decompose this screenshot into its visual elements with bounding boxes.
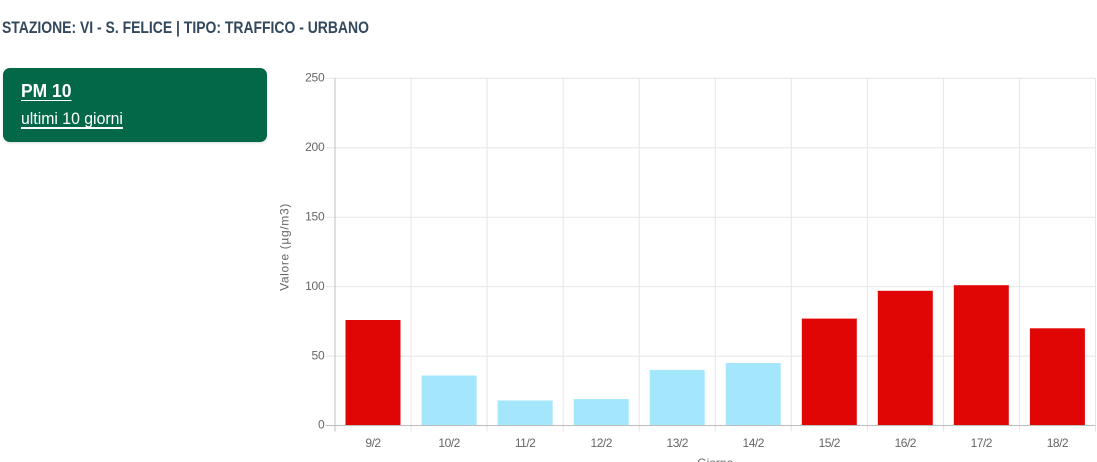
svg-text:16/2: 16/2: [895, 436, 917, 450]
svg-text:Giorno: Giorno: [697, 456, 733, 462]
svg-text:250: 250: [305, 71, 325, 85]
svg-text:18/2: 18/2: [1047, 436, 1069, 450]
svg-text:14/2: 14/2: [743, 436, 765, 450]
svg-text:150: 150: [305, 209, 325, 223]
svg-text:9/2: 9/2: [365, 436, 381, 450]
svg-text:50: 50: [312, 348, 325, 362]
svg-text:10/2: 10/2: [438, 436, 460, 450]
svg-text:100: 100: [305, 279, 325, 293]
svg-text:200: 200: [305, 140, 325, 154]
svg-text:13/2: 13/2: [667, 436, 689, 450]
svg-text:12/2: 12/2: [591, 436, 613, 450]
svg-text:11/2: 11/2: [515, 436, 536, 450]
svg-text:17/2: 17/2: [971, 436, 993, 450]
svg-text:15/2: 15/2: [819, 436, 841, 450]
svg-text:0: 0: [318, 418, 325, 432]
svg-text:Valore (µg/m3): Valore (µg/m3): [278, 203, 292, 291]
